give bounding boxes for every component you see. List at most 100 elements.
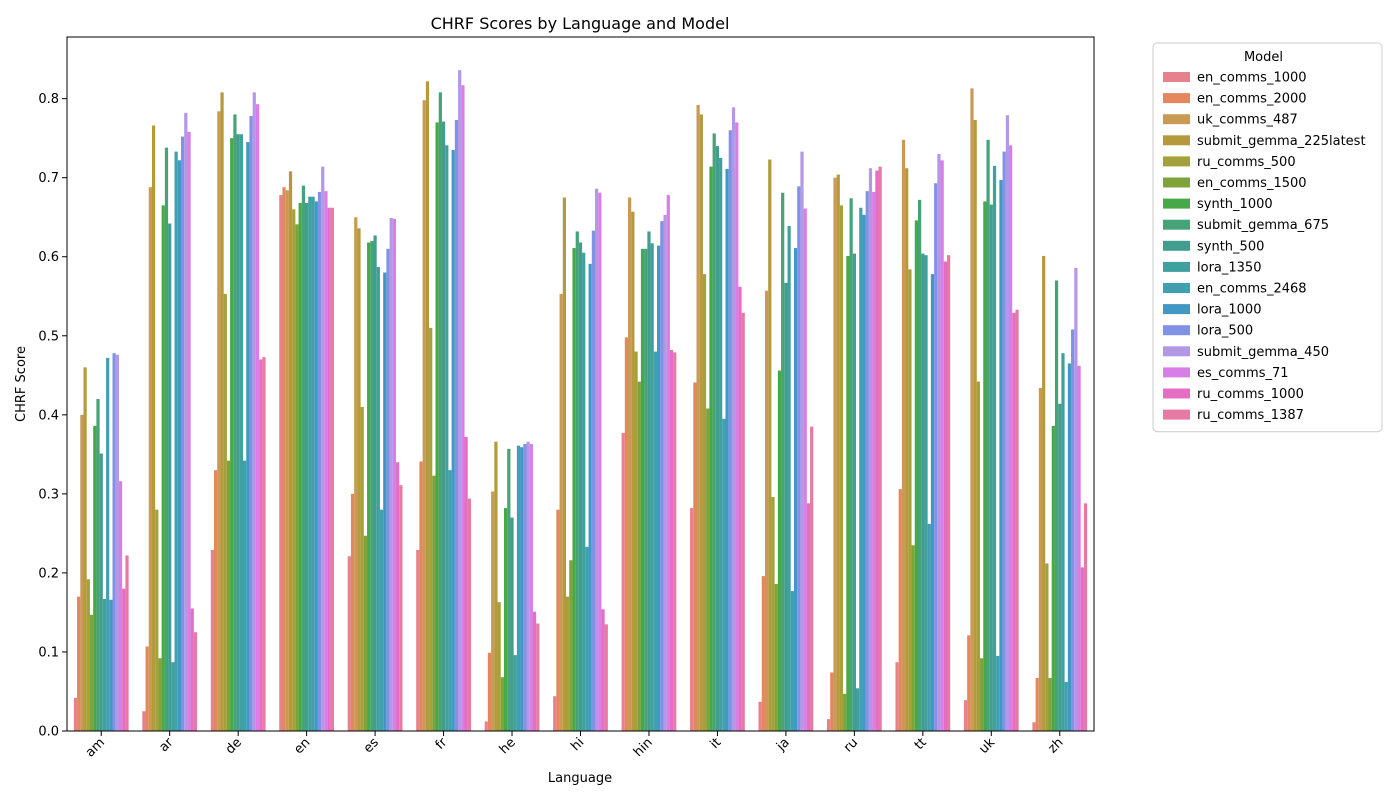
legend-label-submit_gemma_225latest: submit_gemma_225latest [1197,134,1366,149]
legend-label-en_comms_1500: en_comms_1500 [1197,176,1307,191]
bar-submit_gemma_675-hin [644,248,648,731]
legend-label-uk_comms_487: uk_comms_487 [1197,113,1298,128]
legend-label-submit_gemma_675: submit_gemma_675 [1197,218,1329,233]
bar-en_comms_1500-es [363,535,368,731]
bar-synth_1000-zh [1051,425,1055,731]
legend: Model en_comms_1000 en_comms_2000 uk_comms_… [1152,42,1383,433]
bar-synth_500-fr [441,121,446,731]
bar-synth_1000-hin [640,248,645,731]
bar-ru_comms_1387-hi [604,624,608,731]
bar-ru_comms_500-tt [908,269,912,731]
bar-en_comms_1500-ja [774,583,778,731]
bar-ru_comms_1000-en [327,207,331,732]
bar-submit_gemma_225latest-en [288,171,293,731]
legend-label-en_comms_2000: en_comms_2000 [1197,92,1307,107]
bar-es_comms_71-am [118,481,123,731]
legend-swatch-submit_gemma_675 [1163,219,1190,230]
bar-lora_1000-ja [793,248,798,732]
bar-ru_comms_1387-ru [878,166,882,731]
bar-en_comms_2468-uk [996,655,1000,731]
bar-en_comms_2468-tt [927,523,931,731]
bar-en_comms_2000-es [350,493,355,731]
bar-synth_1000-tt [914,220,918,731]
bar-lora_1350-en [308,196,312,732]
bar-en_comms_2468-zh [1064,681,1068,731]
bar-synth_1000-ru [846,255,850,731]
bar-es_comms_71-tt [940,160,944,731]
bar-lora_500-hin [660,221,664,732]
bar-synth_500-es [373,235,377,731]
bar-en_comms_1000-fr [416,549,420,731]
bar-lora_1350-hi [582,252,586,732]
bar-lora_1000-hin [657,245,661,732]
bar-lora_1350-it [719,157,723,731]
bar-lora_500-ru [865,191,869,731]
bar-ru_comms_500-de [223,293,227,731]
bar-submit_gemma_450-am [115,354,119,731]
bar-submit_gemma_450-en [321,166,325,731]
bar-en_comms_2000-ar [145,646,149,731]
bar-synth_1000-ja [777,370,782,731]
bar-lora_1000-am [109,599,113,731]
bar-lora_1000-zh [1067,363,1072,731]
bar-submit_gemma_450-de [252,92,256,731]
bar-submit_gemma_225latest-tt [905,168,909,731]
bar-ru_comms_1387-ja [810,426,814,731]
bar-ru_comms_1000-hin [669,350,674,731]
bar-en_comms_1000-ar [142,711,146,731]
bar-submit_gemma_225latest-ar [151,125,156,731]
bar-submit_gemma_675-he [507,448,511,731]
legend-swatch-en_comms_1000 [1163,72,1190,82]
bar-es_comms_71-de [255,104,260,731]
bar-en_comms_2468-hin [653,351,658,731]
bar-submit_gemma_225latest-de [220,92,224,731]
legend-swatch-synth_500 [1163,240,1190,251]
bar-ru_comms_1387-am [125,555,129,731]
bar-es_comms_71-he [529,444,533,731]
bar-ru_comms_1387-es [399,485,403,731]
legend-swatch-en_comms_1500 [1163,177,1190,188]
bar-lora_1000-ru [862,214,866,732]
bar-en_comms_2000-zh [1035,678,1039,731]
bar-en_comms_1500-uk [980,658,984,731]
bar-en_comms_2468-am [106,357,110,731]
bar-lora_1350-uk [992,165,997,732]
bar-synth_1000-en [298,202,302,732]
bar-lora_500-he [523,444,527,731]
bar-ru_comms_1000-he [532,611,537,731]
bar-en_comms_2000-it [693,382,697,731]
legend-label-synth_1000: synth_1000 [1197,197,1273,212]
bar-submit_gemma_450-fr [458,70,462,731]
bar-synth_500-de [236,134,240,732]
legend-label-submit_gemma_450: submit_gemma_450 [1197,345,1329,360]
bar-es_comms_71-ru [872,191,876,732]
bar-submit_gemma_225latest-es [357,228,361,731]
bar-uk_comms_487-de [217,111,221,732]
bar-en_comms_1500-de [226,460,231,731]
bar-synth_500-tt [921,253,925,731]
bar-ru_comms_500-zh [1045,563,1049,731]
bar-uk_comms_487-it [696,104,700,732]
bar-en_comms_1000-en [279,195,283,732]
legend-swatch-synth_1000 [1163,198,1190,209]
bar-ru_comms_500-he [497,602,501,731]
bar-lora_1350-de [239,134,243,732]
bar-ru_comms_1000-hi [601,609,605,731]
legend-label-lora_1350: lora_1350 [1197,260,1261,275]
bar-lora_1350-zh [1061,353,1065,731]
y-tick-label: 0.2 [38,566,59,581]
bar-uk_comms_487-ar [148,187,152,731]
legend-box [1152,42,1383,433]
bar-lora_1350-ar [171,662,175,731]
bar-synth_1000-ar [161,205,165,732]
bar-submit_gemma_225latest-zh [1042,255,1046,731]
bar-en_comms_1000-hin [621,433,625,731]
bar-lora_1000-ar [177,160,181,731]
bar-submit_gemma_675-zh [1054,280,1059,731]
y-tick-label: 0.6 [38,250,59,265]
legend-label-en_comms_1000: en_comms_1000 [1197,71,1307,86]
bar-synth_500-hi [578,242,583,731]
bar-en_comms_2000-ru [830,672,834,731]
bar-lora_1000-tt [930,274,935,731]
